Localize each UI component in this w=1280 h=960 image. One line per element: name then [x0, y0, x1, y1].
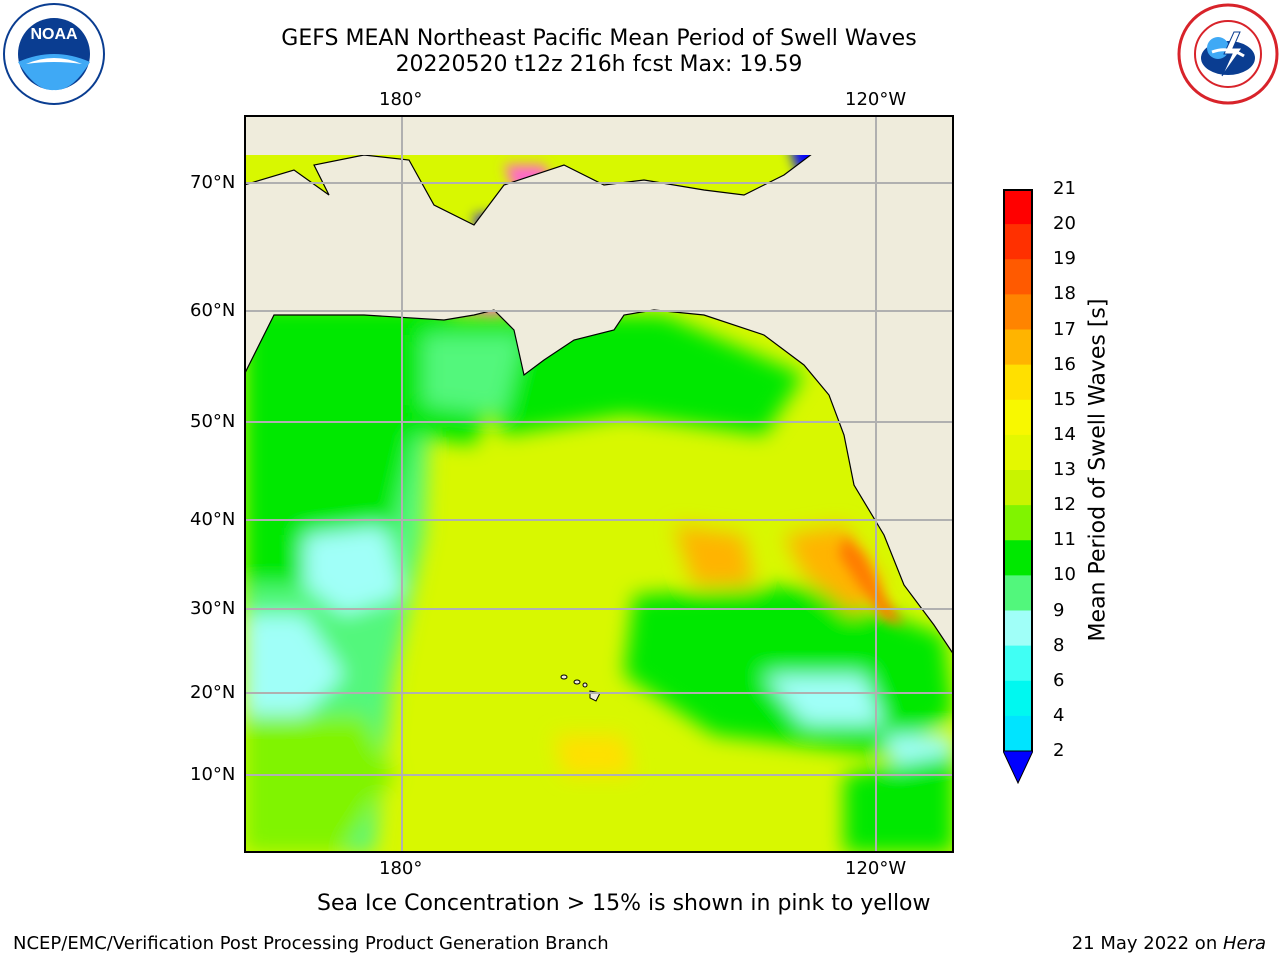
lat-label-70n: 70°N: [190, 172, 236, 193]
colorbar-band: [1003, 505, 1033, 541]
chart-title: GEFS MEAN Northeast Pacific Mean Period …: [244, 26, 954, 78]
footer-date: 21 May 2022 on Hera: [1072, 933, 1266, 954]
lat-label-60n: 60°N: [190, 300, 236, 321]
colorbar-tick-label: 13: [1053, 459, 1076, 480]
colorbar-extend-arrow: [1002, 750, 1034, 785]
colorbar-tick-label: 21: [1053, 178, 1076, 199]
colorbar-band: [1003, 610, 1033, 647]
colorbar-tick-label: 12: [1053, 494, 1076, 516]
swell-period-map: [244, 115, 954, 853]
colorbar-bands: [1002, 189, 1034, 785]
noaa-logo-text: NOAA: [30, 26, 78, 43]
colorbar-tick-label: 17: [1053, 318, 1076, 340]
colorbar-tick-label: 14: [1053, 423, 1076, 445]
map-grid: [244, 115, 954, 853]
colorbar-title: Mean Period of Swell Waves [s]: [1085, 298, 1111, 642]
colorbar-tick-label: 10: [1053, 564, 1076, 586]
lat-label-10n: 10°N: [190, 764, 236, 785]
colorbar-band: [1003, 470, 1033, 506]
colorbar-band: [1003, 434, 1033, 471]
lat-label-50n: 50°N: [190, 411, 236, 432]
colorbar-tick-label: 6: [1053, 669, 1065, 691]
colorbar-tick-label: 16: [1053, 353, 1076, 375]
colorbar-band: [1003, 294, 1033, 330]
colorbar-band: [1003, 259, 1033, 295]
colorbar-tick-label: 2: [1053, 740, 1065, 761]
colorbar-band: [1003, 680, 1033, 717]
bottom-lon-label-180: 180°: [379, 858, 423, 879]
colorbar: [1002, 189, 1034, 785]
colorbar-band: [1003, 224, 1033, 260]
title-line-1: GEFS MEAN Northeast Pacific Mean Period …: [281, 26, 917, 51]
sea-ice-note: Sea Ice Concentration > 15% is shown in …: [317, 891, 931, 916]
footer-date-text: 21 May 2022 on: [1071, 933, 1223, 954]
colorbar-tick-label: 19: [1053, 248, 1076, 270]
lat-label-30n: 30°N: [190, 598, 236, 619]
colorbar-band: [1003, 715, 1033, 752]
colorbar-band: [1003, 399, 1033, 436]
colorbar-tick-label: 18: [1053, 283, 1076, 305]
lat-label-20n: 20°N: [190, 682, 236, 703]
colorbar-tick-label: 15: [1053, 388, 1076, 410]
nws-logo: [1176, 2, 1280, 106]
top-lon-label-180: 180°: [379, 89, 423, 110]
noaa-logo: NOAA: [2, 2, 106, 106]
colorbar-band: [1003, 364, 1033, 401]
footer-host: Hera: [1222, 933, 1266, 954]
title-line-2: 20220520 t12z 216h fcst Max: 19.59: [395, 52, 803, 77]
lat-label-40n: 40°N: [190, 509, 236, 530]
colorbar-band: [1003, 329, 1033, 366]
colorbar-band: [1003, 575, 1033, 611]
colorbar-band: [1003, 189, 1033, 225]
colorbar-band: [1003, 645, 1033, 682]
footer-credit: NCEP/EMC/Verification Post Processing Pr…: [13, 933, 609, 954]
land-mass: [244, 115, 954, 657]
colorbar-band: [1003, 540, 1033, 576]
colorbar-tick-label: 8: [1053, 634, 1065, 656]
colorbar-tick-label: 9: [1053, 599, 1065, 621]
bottom-lon-label-120w: 120°W: [845, 858, 907, 879]
colorbar-tick-label: 11: [1053, 529, 1076, 551]
colorbar-tick-label: 4: [1053, 704, 1065, 726]
colorbar-tick-label: 20: [1053, 213, 1076, 235]
top-lon-label-120w: 120°W: [845, 89, 907, 110]
